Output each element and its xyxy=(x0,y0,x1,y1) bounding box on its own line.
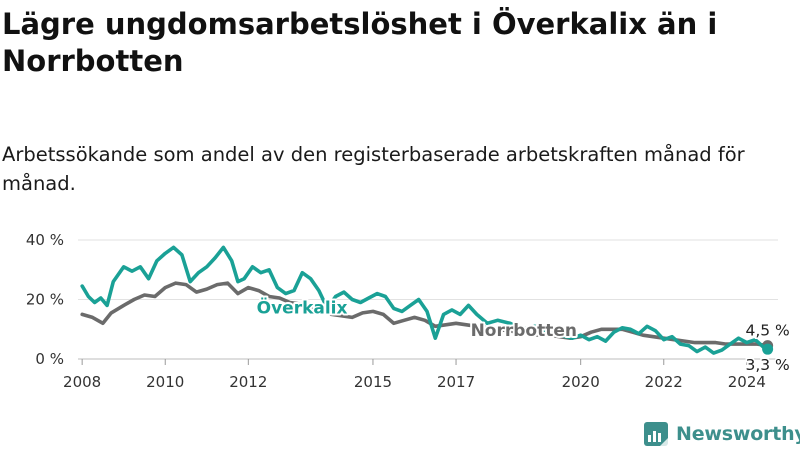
newsworthy-logo-icon xyxy=(644,422,668,446)
brand-logo: Newsworthy xyxy=(644,420,800,448)
series-label-overkalix: Överkalix xyxy=(257,296,348,318)
x-tick-label: 2010 xyxy=(146,373,184,391)
end-value-label-norrbotten: 4,5 % xyxy=(745,322,789,340)
series-line-norrbotten xyxy=(80,281,770,348)
grid-lines xyxy=(78,239,778,360)
x-tick-label: 2024 xyxy=(728,373,766,391)
x-axis-ticks: 2008 2010 2012 2015 2017 2020 2022 2024 xyxy=(63,359,766,391)
chart-title: Lägre ungdomsarbetslöshet i Överkalix än… xyxy=(2,7,718,78)
y-tick-label: 20 % xyxy=(26,291,64,309)
chart-subtitle: Arbetssökande som andel av den registerb… xyxy=(2,143,745,195)
series-line-overkalix xyxy=(80,245,770,355)
series-labels: Norrbotten Överkalix 4,5 % 3,3 % xyxy=(255,294,792,375)
x-tick-label: 2017 xyxy=(437,373,475,391)
x-tick-label: 2020 xyxy=(562,373,600,391)
x-tick-label: 2022 xyxy=(645,373,683,391)
x-tick-label: 2012 xyxy=(229,373,267,391)
series-label-norrbotten: Norrbotten xyxy=(471,321,577,341)
brand-name: Newsworthy xyxy=(676,423,800,445)
y-axis-ticks: 0 % 20 % 40 % xyxy=(26,231,64,368)
end-value-label-overkalix: 3,3 % xyxy=(745,356,789,374)
series-lines xyxy=(80,245,774,355)
y-tick-label: 0 % xyxy=(35,350,64,368)
y-tick-label: 40 % xyxy=(26,231,64,249)
x-tick-label: 2008 xyxy=(63,373,101,391)
series-end-point xyxy=(762,343,774,355)
x-tick-label: 2015 xyxy=(354,373,392,391)
